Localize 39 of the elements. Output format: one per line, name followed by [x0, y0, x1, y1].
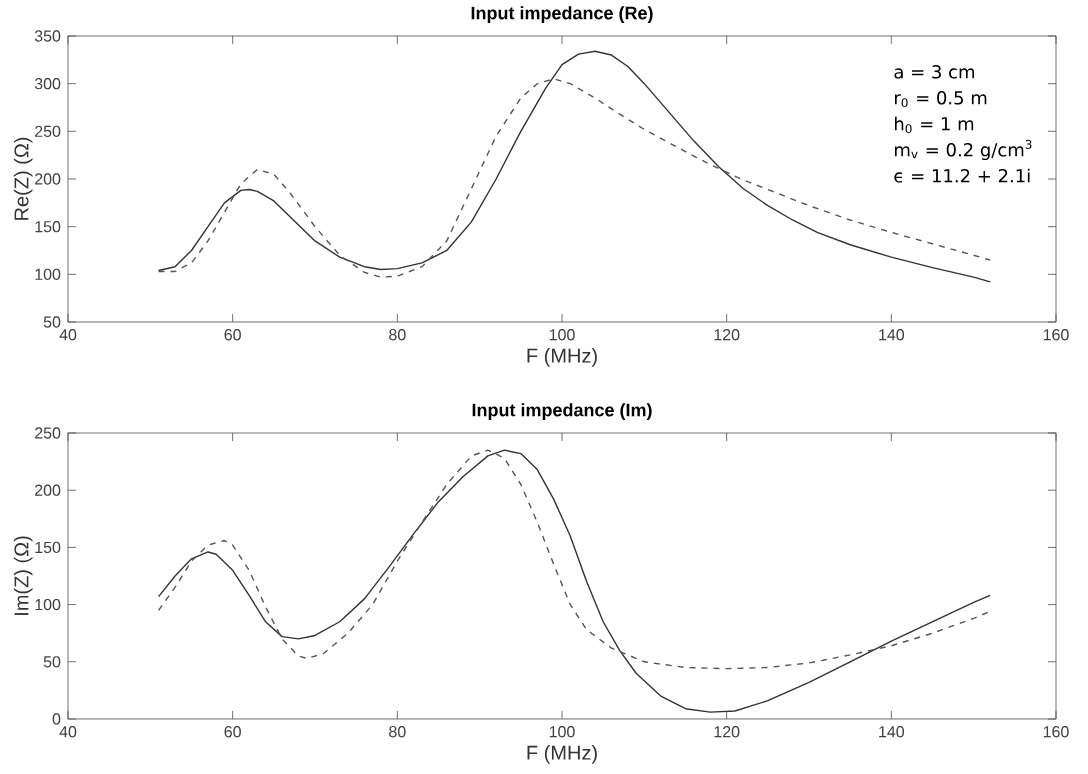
x-tick-label: 100	[549, 726, 575, 738]
y-tick-label: 200	[35, 173, 61, 185]
annotation: r$_{0}$ = 0.5 m	[895, 90, 987, 108]
y-tick-label: 300	[34, 78, 61, 90]
y-tick-label: 100	[35, 598, 61, 611]
y-tick-label: 250	[35, 427, 61, 439]
x-tick-label: 120	[714, 726, 740, 738]
x-tick-label: 80	[389, 329, 406, 341]
y-tick-label: 150	[35, 221, 61, 233]
y-tick-label: 350	[34, 30, 61, 42]
x-tick-label: 140	[879, 726, 905, 738]
x-tick-label: 100	[549, 329, 575, 341]
annotation: a = 3 cm	[894, 64, 974, 79]
y-tick-label: 100	[35, 268, 61, 280]
y-tick-label: 50	[43, 656, 61, 668]
y-tick-label: 0	[52, 713, 61, 725]
x-axis-title: F (MHz)	[527, 745, 597, 764]
x-tick-label: 160	[1043, 329, 1069, 341]
x-tick-label: 40	[59, 726, 77, 738]
y-tick-label: 50	[43, 316, 61, 328]
x-tick-label: 60	[224, 329, 241, 341]
line-series	[157, 449, 991, 670]
x-tick-label: 40	[59, 329, 77, 341]
x-tick-label: 80	[389, 726, 406, 738]
annotation: m$_{v}$ = 0.2 g/cm$^{3}$	[895, 139, 1032, 161]
y-tick-label: 200	[35, 484, 61, 496]
chart-title: Input impedance (Re)	[471, 6, 653, 23]
annotation: h$_{0}$ = 1 m	[895, 116, 974, 134]
x-tick-label: 120	[714, 329, 740, 341]
y-axis-title: Im(Z) (Ω)	[13, 536, 33, 615]
x-tick-label: 140	[879, 329, 905, 341]
y-axis-title: Re(Z) (Ω)	[13, 137, 33, 220]
y-tick-label: 150	[35, 541, 61, 554]
x-tick-label: 60	[224, 726, 241, 738]
x-tick-label: 160	[1043, 726, 1069, 738]
annotation: ϵ = 11.2 + 2.1i	[894, 168, 1030, 183]
x-axis-title: F (MHz)	[527, 348, 597, 367]
chart-title: Input impedance (Im)	[472, 403, 652, 420]
y-tick-label: 250	[35, 125, 61, 137]
